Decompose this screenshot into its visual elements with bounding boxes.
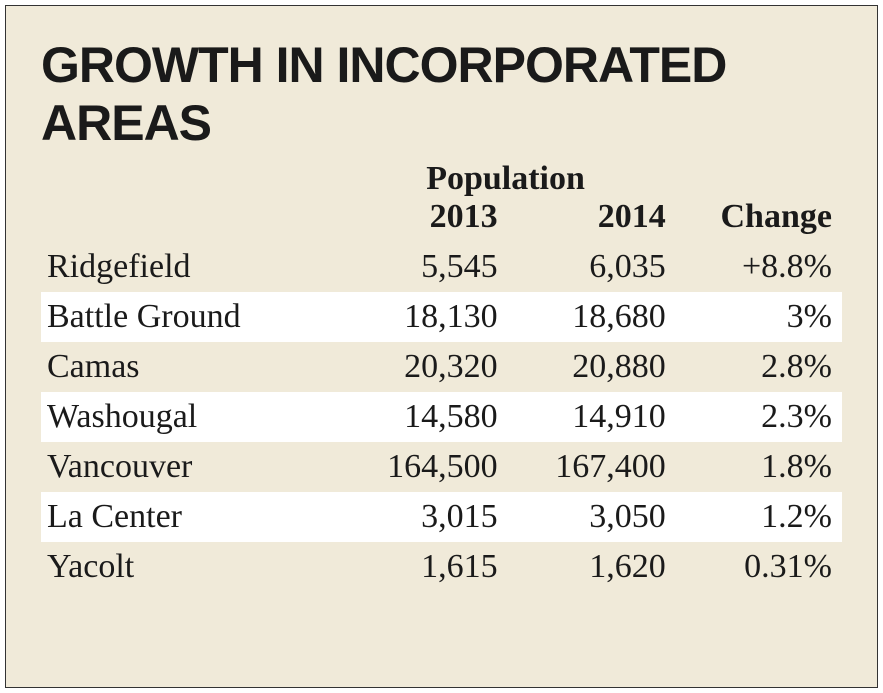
cell-year2: 3,050	[506, 498, 674, 536]
super-header-population: Population	[337, 160, 673, 198]
cell-change: 2.8%	[674, 348, 842, 386]
cell-name: La Center	[41, 498, 337, 536]
cell-name: Washougal	[41, 398, 337, 436]
cell-name: Yacolt	[41, 548, 337, 586]
cell-name: Vancouver	[41, 448, 337, 486]
cell-year2: 1,620	[506, 548, 674, 586]
cell-change: 1.8%	[674, 448, 842, 486]
table-row: Camas20,32020,8802.8%	[41, 342, 842, 392]
header-name	[41, 198, 337, 236]
header-row: 2013 2014 Change	[41, 198, 842, 236]
cell-year2: 20,880	[506, 348, 674, 386]
header-year2: 2014	[506, 198, 674, 236]
population-table: Population 2013 2014 Change Ridgefield5,…	[41, 160, 842, 592]
cell-change: 1.2%	[674, 498, 842, 536]
cell-change: 0.31%	[674, 548, 842, 586]
table-row: Battle Ground18,13018,6803%	[41, 292, 842, 342]
cell-year1: 14,580	[337, 398, 505, 436]
cell-year1: 1,615	[337, 548, 505, 586]
cell-name: Battle Ground	[41, 298, 337, 336]
cell-change: 3%	[674, 298, 842, 336]
table-row: Vancouver164,500167,4001.8%	[41, 442, 842, 492]
cell-year2: 18,680	[506, 298, 674, 336]
super-header-spacer	[41, 160, 337, 198]
cell-year1: 164,500	[337, 448, 505, 486]
super-header-change-spacer	[674, 160, 842, 198]
cell-year1: 20,320	[337, 348, 505, 386]
table-row: La Center3,0153,0501.2%	[41, 492, 842, 542]
cell-name: Ridgefield	[41, 248, 337, 286]
table-row: Yacolt1,6151,6200.31%	[41, 542, 842, 592]
page-title: GROWTH IN INCORPORATED AREAS	[41, 36, 842, 152]
cell-change: 2.3%	[674, 398, 842, 436]
table-row: Ridgefield5,5456,035+8.8%	[41, 242, 842, 292]
cell-year1: 18,130	[337, 298, 505, 336]
table-container: GROWTH IN INCORPORATED AREAS Population …	[5, 5, 878, 688]
super-header-row: Population	[41, 160, 842, 198]
cell-year2: 14,910	[506, 398, 674, 436]
header-year1: 2013	[337, 198, 505, 236]
cell-year2: 167,400	[506, 448, 674, 486]
cell-year1: 3,015	[337, 498, 505, 536]
cell-year2: 6,035	[506, 248, 674, 286]
cell-name: Camas	[41, 348, 337, 386]
header-change: Change	[674, 198, 842, 236]
cell-year1: 5,545	[337, 248, 505, 286]
table-row: Washougal14,58014,9102.3%	[41, 392, 842, 442]
rows-container: Ridgefield5,5456,035+8.8%Battle Ground18…	[41, 242, 842, 592]
cell-change: +8.8%	[674, 248, 842, 286]
